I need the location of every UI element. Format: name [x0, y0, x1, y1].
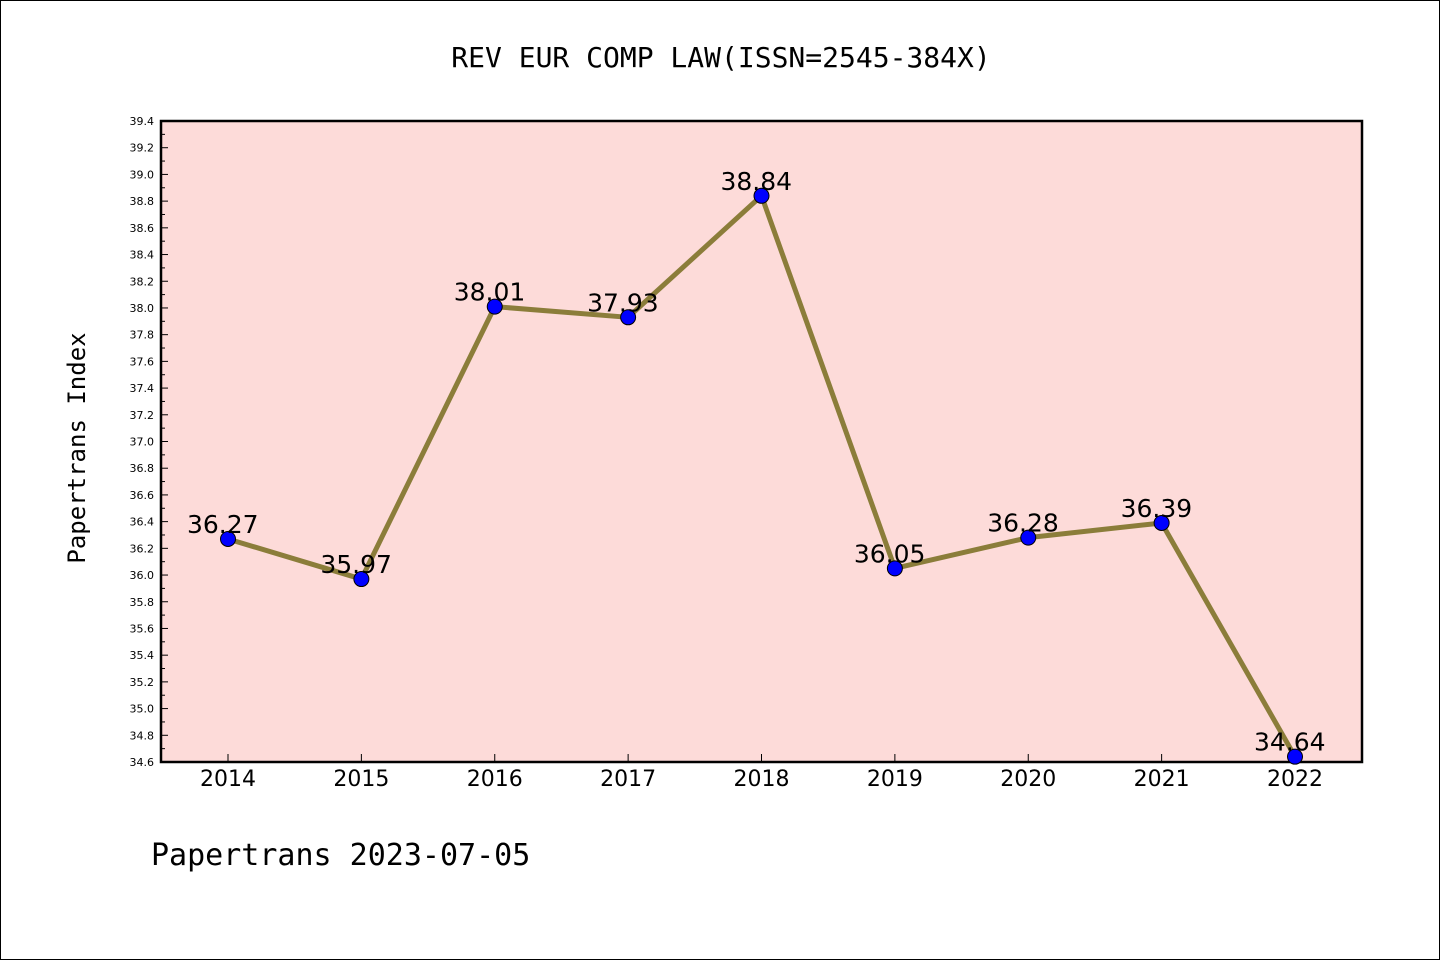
data-point: [620, 309, 637, 326]
y-tick-label: 38.8: [130, 195, 155, 208]
data-label: 36.27: [187, 510, 259, 539]
data-point: [1153, 514, 1170, 531]
y-tick-label: 36.0: [130, 569, 155, 582]
y-tick-label: 34.6: [130, 756, 155, 769]
footer-note: Papertrans 2023-07-05: [151, 838, 530, 873]
series-line: [220, 187, 1303, 765]
data-label: 34.64: [1254, 728, 1326, 757]
y-tick-label: 37.0: [130, 436, 155, 449]
data-label: 38.84: [721, 167, 793, 196]
x-tick-label: 2018: [734, 767, 790, 792]
data-point: [886, 560, 903, 577]
y-tick-label: 39.2: [130, 142, 155, 155]
data-point: [1287, 748, 1303, 765]
x-tick-label: 2022: [1267, 767, 1323, 792]
data-label: 37.93: [587, 288, 659, 317]
y-tick-label: 36.2: [130, 542, 155, 555]
y-axis: 34.6 34.8 35.0 35.2 35.4 35.6 35.8 36.0 36.2 36.4…: [130, 115, 168, 769]
y-tick-label: 35.0: [130, 703, 155, 716]
x-tick-label: 2015: [333, 767, 389, 792]
y-axis-title: Papertrans Index: [63, 332, 91, 563]
data-label: 36.28: [987, 509, 1059, 538]
data-point: [753, 187, 770, 204]
y-tick-label: 36.8: [130, 462, 155, 475]
y-tick-label: 38.4: [130, 249, 155, 262]
y-tick-label: 37.4: [130, 382, 155, 395]
y-tick-label: 37.6: [130, 355, 155, 368]
y-tick-label: 38.2: [130, 275, 155, 288]
x-tick-label: 2020: [1000, 767, 1056, 792]
y-tick-label: 39.4: [130, 115, 155, 128]
x-tick-label: 2016: [467, 767, 523, 792]
data-label: 36.05: [854, 539, 926, 568]
x-axis: 2014 2015 2016 2017 2018 2019 2020 2021 2022: [200, 754, 1323, 792]
y-tick-label: 36.4: [130, 516, 155, 529]
data-labels: 36.27 35.97 38.01 37.93 38.84 36.05 36.28 36.39…: [187, 167, 1326, 757]
data-label: 36.39: [1121, 494, 1193, 523]
x-tick-label: 2021: [1134, 767, 1190, 792]
data-label: 35.97: [320, 550, 392, 579]
data-point: [220, 530, 236, 547]
data-point: [353, 571, 370, 588]
y-tick-label: 38.6: [130, 222, 155, 235]
y-tick-label: 37.2: [130, 409, 155, 422]
y-tick-label: 39.0: [130, 168, 155, 181]
y-tick-label: 38.0: [130, 302, 155, 315]
y-tick-label: 35.6: [130, 622, 155, 635]
x-tick-label: 2014: [200, 767, 256, 792]
x-tick-label: 2019: [867, 767, 923, 792]
y-tick-label: 35.2: [130, 676, 155, 689]
y-tick-label: 35.8: [130, 596, 155, 609]
data-point: [1020, 529, 1037, 546]
y-tick-label: 36.6: [130, 489, 155, 502]
data-point: [486, 298, 503, 315]
y-tick-label: 34.8: [130, 729, 155, 742]
plot-area: [159, 119, 1364, 764]
x-tick-label: 2017: [600, 767, 656, 792]
y-tick-label: 37.8: [130, 329, 155, 342]
chart-title: REV EUR COMP LAW(ISSN=2545-384X): [451, 41, 990, 74]
data-label: 38.01: [454, 278, 526, 307]
y-tick-label: 35.4: [130, 649, 155, 662]
